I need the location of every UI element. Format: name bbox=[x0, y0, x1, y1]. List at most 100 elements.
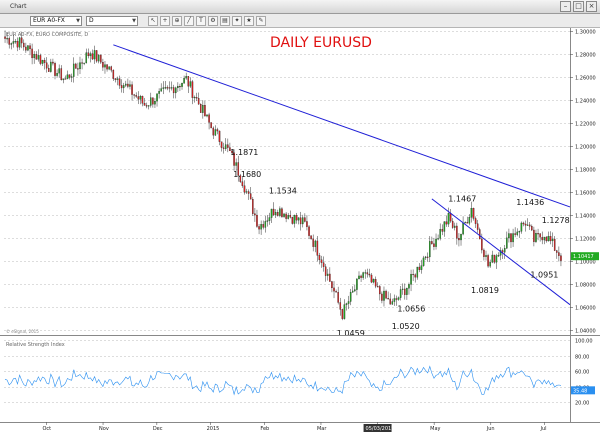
candle bbox=[333, 287, 335, 292]
chevron-down-icon[interactable]: ▼ bbox=[76, 18, 80, 24]
settings-icon[interactable]: ⚙ bbox=[208, 16, 218, 26]
candle bbox=[414, 274, 416, 278]
symbol-input[interactable]: EUR A0-FX ▼ bbox=[30, 16, 82, 26]
time-cursor-label: 05/03/2015 bbox=[366, 426, 395, 432]
candle bbox=[58, 68, 60, 74]
time-cursor-box bbox=[363, 424, 392, 432]
print-icon[interactable]: ▤ bbox=[220, 16, 230, 26]
price-tick-label: 1.26000 bbox=[575, 76, 596, 82]
candle bbox=[208, 114, 210, 123]
candle bbox=[50, 61, 52, 72]
candle bbox=[114, 78, 117, 80]
zoom-icon[interactable]: ⊕ bbox=[172, 16, 182, 26]
tools-icon[interactable]: ✎ bbox=[256, 16, 266, 26]
chart-area[interactable]: EUR A0-FX, EURO COMPOSITE, D DAILY EURUS… bbox=[0, 28, 600, 434]
candle bbox=[43, 59, 46, 63]
candle bbox=[233, 152, 235, 166]
candle bbox=[229, 147, 231, 152]
candle bbox=[445, 221, 448, 225]
candle bbox=[262, 224, 264, 228]
candle bbox=[214, 129, 217, 136]
candle bbox=[112, 69, 115, 79]
candle bbox=[516, 231, 519, 235]
candle bbox=[435, 238, 437, 247]
minimize-button[interactable]: – bbox=[560, 1, 571, 12]
interval-value: D bbox=[89, 17, 94, 24]
last-price-marker bbox=[571, 252, 599, 261]
candle bbox=[472, 208, 475, 219]
candle bbox=[102, 62, 104, 68]
candle bbox=[374, 279, 377, 287]
candle bbox=[170, 87, 173, 89]
candle bbox=[139, 96, 142, 100]
candle bbox=[318, 255, 321, 260]
price-annotation: 1.0459 bbox=[337, 329, 365, 338]
star-icon[interactable]: ★ bbox=[244, 16, 254, 26]
candle bbox=[264, 221, 267, 228]
draw-line-icon[interactable]: ╱ bbox=[184, 16, 194, 26]
candle bbox=[164, 87, 167, 89]
candle bbox=[75, 63, 77, 69]
candle bbox=[16, 41, 19, 48]
chevron-down-icon[interactable]: ▼ bbox=[132, 18, 136, 24]
candle bbox=[337, 292, 339, 303]
candle bbox=[245, 191, 248, 193]
candle bbox=[351, 290, 354, 293]
candle bbox=[304, 217, 306, 222]
candle bbox=[543, 236, 546, 241]
candle bbox=[143, 103, 146, 106]
candle bbox=[487, 255, 489, 267]
text-icon[interactable]: T bbox=[196, 16, 206, 26]
candle bbox=[177, 86, 179, 89]
candle bbox=[541, 237, 543, 241]
cursor-icon[interactable]: ↖ bbox=[148, 16, 158, 26]
price-annotation: 1.0656 bbox=[397, 305, 425, 314]
tool-icons: ↖ + ⊕ ╱ T ⚙ ▤ ✦ ★ ✎ bbox=[148, 16, 266, 26]
candle bbox=[349, 292, 352, 302]
candle bbox=[503, 248, 506, 253]
candle bbox=[289, 215, 292, 218]
candle bbox=[314, 240, 317, 247]
candle bbox=[343, 304, 346, 319]
price-annotation: 1.1534 bbox=[269, 187, 297, 196]
candle bbox=[70, 76, 73, 78]
candle bbox=[460, 233, 462, 241]
interval-select[interactable]: D ▼ bbox=[86, 16, 138, 26]
candle bbox=[456, 225, 458, 239]
price-annotation: 1.0951 bbox=[530, 271, 558, 280]
candle bbox=[158, 91, 160, 94]
price-tick-label: 1.14000 bbox=[575, 214, 596, 220]
candle bbox=[220, 141, 223, 148]
candle bbox=[535, 233, 537, 242]
candle bbox=[189, 81, 192, 87]
candle bbox=[237, 162, 240, 176]
candle bbox=[381, 293, 383, 301]
candle bbox=[322, 262, 325, 267]
maximize-button[interactable]: □ bbox=[573, 1, 584, 12]
candle bbox=[429, 241, 431, 258]
candle bbox=[154, 101, 156, 105]
twitter-icon[interactable]: ✦ bbox=[232, 16, 242, 26]
candle bbox=[324, 266, 327, 276]
candle bbox=[54, 63, 56, 76]
candle bbox=[451, 220, 454, 228]
price-annotation: 1.1278 bbox=[542, 216, 570, 225]
candle bbox=[539, 233, 541, 238]
rsi-tick-label: 100.00 bbox=[575, 339, 593, 345]
candle bbox=[206, 114, 208, 117]
candle bbox=[20, 37, 23, 44]
candle bbox=[547, 236, 550, 242]
candle bbox=[512, 233, 514, 243]
crosshair-icon[interactable]: + bbox=[160, 16, 170, 26]
candles bbox=[4, 30, 562, 321]
candle bbox=[227, 144, 229, 148]
price-annotation: 1.0520 bbox=[392, 322, 420, 331]
candle bbox=[556, 250, 558, 253]
candle bbox=[489, 262, 491, 267]
candle bbox=[366, 272, 369, 275]
candle bbox=[162, 87, 165, 89]
close-button[interactable]: × bbox=[586, 1, 597, 12]
price-annotation: 1.1680 bbox=[233, 170, 261, 179]
candle bbox=[156, 93, 158, 102]
candle bbox=[493, 254, 496, 263]
